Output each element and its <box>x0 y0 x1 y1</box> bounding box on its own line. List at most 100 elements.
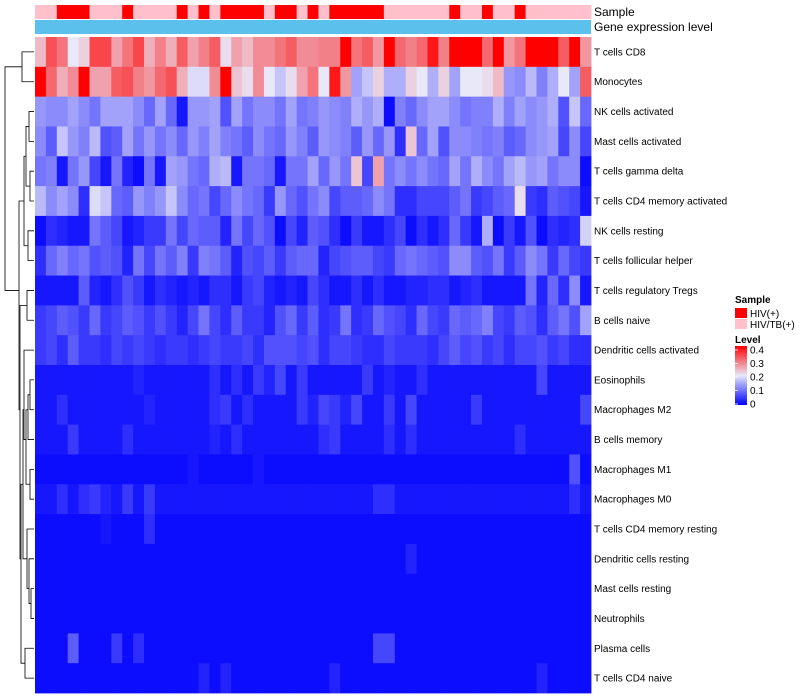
heatmap-cell <box>296 335 308 366</box>
heatmap-cell <box>296 156 308 187</box>
heatmap-cell <box>209 663 221 694</box>
heatmap-cell <box>340 365 352 396</box>
heatmap-cell <box>362 543 374 575</box>
heatmap-cell <box>198 663 210 694</box>
heatmap-cell <box>242 66 254 98</box>
heatmap-cell <box>438 335 450 366</box>
row-labels: T cells CD8 Monocytes NK cells activated Ma… <box>594 47 727 684</box>
heatmap-cell <box>536 156 548 187</box>
heatmap-cell <box>525 603 537 634</box>
heatmap-cell <box>427 215 439 247</box>
heatmap-cell <box>362 514 374 545</box>
heatmap-cell <box>242 215 254 247</box>
heatmap-cell <box>536 37 548 68</box>
heatmap-cell <box>165 484 178 515</box>
heatmap-cell <box>198 424 210 455</box>
heatmap-cell <box>154 573 167 604</box>
heatmap-cell <box>35 484 47 515</box>
heatmap-cell <box>285 37 298 68</box>
sample-cell <box>274 5 287 19</box>
heatmap-cell <box>100 245 112 276</box>
heatmap-cell <box>481 305 494 336</box>
heatmap-cell <box>449 603 461 634</box>
heatmap-cell <box>318 573 330 604</box>
heatmap-cell <box>405 126 417 157</box>
heatmap-cell <box>362 394 374 426</box>
heatmap-cell <box>154 394 167 426</box>
heatmap-cell <box>438 424 450 455</box>
heatmap-cell <box>78 424 90 455</box>
heatmap-cell <box>263 573 276 604</box>
heatmap-cell <box>340 454 352 485</box>
heatmap-cell <box>438 186 450 217</box>
heatmap-cell <box>492 215 505 247</box>
sample-cell <box>209 5 221 19</box>
heatmap-cell <box>67 394 80 426</box>
heatmap-cell <box>176 37 189 68</box>
heatmap-cell <box>394 663 407 694</box>
heatmap-cell <box>122 394 134 426</box>
heatmap-cell <box>78 633 90 664</box>
heatmap-cell <box>296 245 308 276</box>
heatmap-cell <box>165 305 178 336</box>
heatmap-cell <box>569 66 581 98</box>
heatmap-cell <box>558 245 570 276</box>
heatmap-cell <box>416 335 428 366</box>
heatmap-cell <box>67 365 80 396</box>
row-label: Macrophages M2 <box>594 405 672 416</box>
heatmap-cell <box>569 484 581 515</box>
heatmap-cell <box>460 573 472 604</box>
heatmap-cell <box>438 275 450 306</box>
heatmap-cell <box>318 126 330 157</box>
heatmap-cell <box>372 394 385 426</box>
heatmap-cell <box>329 424 341 455</box>
heatmap-cell <box>481 335 494 366</box>
heatmap-cell <box>154 245 167 276</box>
heatmap-cell <box>144 245 156 276</box>
heatmap-cell <box>263 394 276 426</box>
heatmap-cell <box>536 633 548 664</box>
heatmap-cell <box>449 663 461 694</box>
heatmap-cell <box>340 186 352 217</box>
heatmap-cell <box>416 603 428 634</box>
heatmap-cell <box>351 245 363 276</box>
heatmap-cell <box>45 275 58 306</box>
heatmap-cell <box>198 365 210 396</box>
heatmap-cell <box>144 186 156 217</box>
heatmap-cell <box>481 126 494 157</box>
heatmap-cell <box>329 96 341 127</box>
heatmap-cell <box>154 365 167 396</box>
heatmap-cell <box>78 37 90 68</box>
heatmap-cell <box>242 663 254 694</box>
heatmap-cell <box>351 424 363 455</box>
heatmap-cell <box>471 484 483 515</box>
heatmap-cell <box>569 633 581 664</box>
dendrogram-branch <box>28 111 34 142</box>
heatmap-cell <box>296 186 308 217</box>
heatmap-cell <box>220 365 232 396</box>
heatmap-cell <box>242 454 254 485</box>
heatmap-cell <box>318 365 330 396</box>
heatmap-cell <box>536 543 548 575</box>
heatmap-cell <box>274 514 287 545</box>
sample-cell <box>133 5 145 19</box>
heatmap-cell <box>580 215 592 247</box>
heatmap-cell <box>340 245 352 276</box>
heatmap-cell <box>318 394 330 426</box>
heatmap-cell <box>56 365 69 396</box>
heatmap-cell <box>547 66 559 98</box>
legend-sample-label: HIV(+) <box>750 309 779 320</box>
heatmap-cell <box>133 454 145 485</box>
heatmap-cells <box>35 37 592 694</box>
heatmap-cell <box>285 305 298 336</box>
heatmap-cell <box>329 603 341 634</box>
heatmap-cell <box>78 573 90 604</box>
heatmap-cell <box>253 126 265 157</box>
heatmap-cell <box>503 215 516 247</box>
heatmap-cell <box>514 394 526 426</box>
heatmap-cell <box>351 484 363 515</box>
heatmap-cell <box>514 514 526 545</box>
heatmap-cell <box>89 543 101 575</box>
heatmap-cell <box>492 156 505 187</box>
heatmap-cell <box>514 424 526 455</box>
